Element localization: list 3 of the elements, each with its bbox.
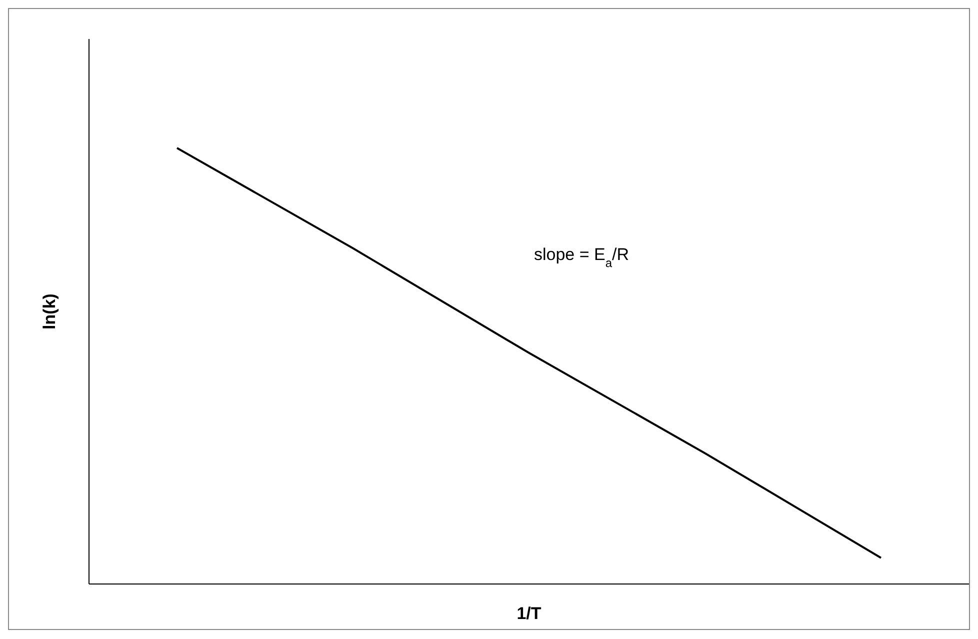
x-axis-title: 1/T: [516, 604, 542, 623]
annotation: slope = E$_{a}$/R: [534, 245, 630, 270]
y-axis-title: ln(k): [40, 294, 60, 330]
